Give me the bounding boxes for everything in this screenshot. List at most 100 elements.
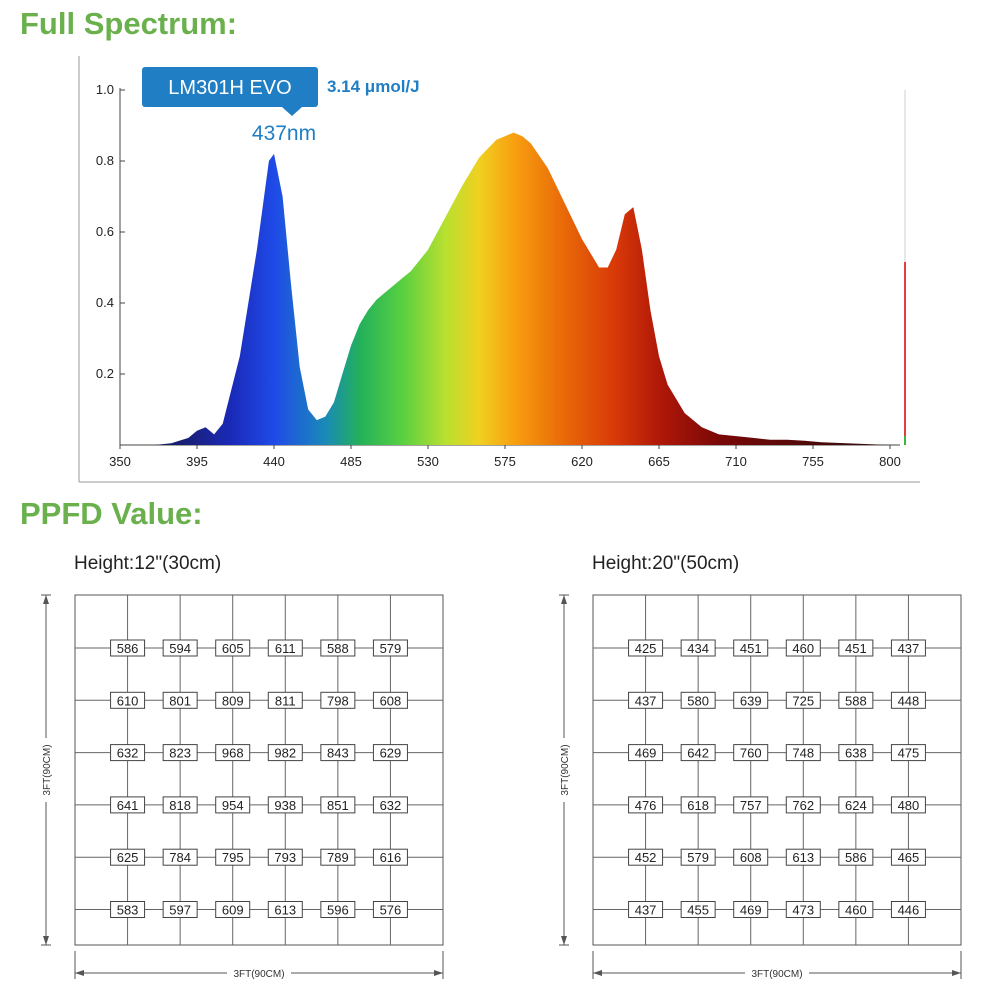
g50-value-box [628, 848, 664, 866]
g30-value-label: 629 [380, 746, 402, 761]
y-tick-label: 0.6 [96, 224, 114, 239]
g50-value-box [890, 901, 926, 918]
g50-value-label: 452 [635, 850, 657, 865]
g50-value-label: 748 [792, 746, 814, 761]
g30-value-label: 586 [117, 641, 139, 656]
g50-value-box [890, 796, 926, 814]
g30-value-box [162, 848, 198, 866]
g30-value-box [110, 639, 146, 657]
g50-value-label: 588 [845, 693, 867, 708]
g50-value-box [628, 744, 664, 762]
g30-dim-v-arrow-top [43, 595, 49, 604]
g50-value-label: 473 [792, 903, 814, 918]
y-tick-label: 0.8 [96, 153, 114, 168]
badge-box [142, 67, 318, 107]
g30-value-label: 611 [275, 641, 296, 656]
g30-value-label: 641 [117, 798, 139, 813]
g50-value-label: 469 [740, 903, 762, 918]
g30-value-label: 588 [327, 641, 349, 656]
g30-value-box [162, 639, 198, 657]
g50-dim-h-arrow-left [593, 970, 602, 976]
x-tick-label: 485 [340, 454, 362, 469]
g50-dim-v-arrow-bottom [561, 936, 567, 945]
g30-value-box [267, 744, 303, 762]
g50-value-box [733, 901, 769, 918]
g30-value-label: 616 [380, 850, 402, 865]
spectrum-chart: 0.2 0.4 0.6 0.8 1.0 350 395 440 485 530 575 620 665 7… [78, 56, 920, 483]
g50-value-label: 613 [792, 850, 814, 865]
g30-value-box [320, 848, 356, 866]
g30-value-label: 795 [222, 850, 244, 865]
g30-value-box [162, 901, 198, 918]
g50-value-label: 455 [687, 903, 709, 918]
g30-dim-h-label: 3FT(90CM) [233, 969, 284, 980]
g30-value-label: 789 [327, 850, 349, 865]
x-tick-label: 710 [725, 454, 747, 469]
g50-value-box [628, 639, 664, 657]
badge-pointer [282, 107, 302, 116]
g30-value-label: 938 [274, 798, 296, 813]
g50-value-box [785, 639, 821, 657]
g50-value-box [890, 691, 926, 709]
g50-value-box [680, 796, 716, 814]
g30-value-box [267, 848, 303, 866]
g50-value-label: 639 [740, 693, 762, 708]
g30-value-box [215, 639, 251, 657]
g50-value-box [785, 796, 821, 814]
g30-value-label: 968 [222, 746, 244, 761]
g50-value-label: 451 [740, 641, 762, 656]
g50-value-box [628, 691, 664, 709]
g50-value-label: 460 [792, 641, 814, 656]
g50-value-label: 608 [740, 850, 762, 865]
g50-value-box [838, 796, 874, 814]
g50-value-label: 437 [635, 903, 657, 918]
g30-value-box [267, 796, 303, 814]
g30-value-label: 596 [327, 903, 349, 918]
g50-value-label: 725 [792, 693, 814, 708]
y-tick-label: 0.2 [96, 366, 114, 381]
g30-value-box [372, 796, 408, 814]
g30-value-box [267, 901, 303, 918]
g30-value-box [162, 744, 198, 762]
g50-dim-h-label: 3FT(90CM) [751, 969, 802, 980]
g30-dim-v-arrow-bottom [43, 936, 49, 945]
g30-value-box [215, 691, 251, 709]
g50-value-label: 448 [898, 693, 920, 708]
y-tick-label: 1.0 [96, 82, 114, 97]
x-tick-label: 530 [417, 454, 439, 469]
g30-dim-h-arrow-right [434, 970, 443, 976]
g50-value-label: 760 [740, 746, 762, 761]
g30-grid-border [74, 594, 444, 946]
y-tick-label: 0.4 [96, 295, 114, 310]
g50-value-label: 579 [687, 850, 709, 865]
g50-value-label: 762 [792, 798, 814, 813]
g30-value-label: 954 [222, 798, 244, 813]
g50-value-label: 638 [845, 746, 867, 761]
g30-value-label: 608 [380, 693, 402, 708]
g30-value-box [110, 691, 146, 709]
g50-value-label: 642 [687, 746, 709, 761]
g50-value-label: 580 [687, 693, 709, 708]
spectrum-area [120, 132, 890, 445]
g50-value-label: 451 [845, 641, 867, 656]
g50-dim-h-label-bg [745, 967, 809, 979]
x-tick-label: 395 [186, 454, 208, 469]
g30-value-label: 610 [117, 693, 139, 708]
g30-value-box [215, 744, 251, 762]
g50-value-box [890, 744, 926, 762]
g30-value-label: 625 [117, 850, 139, 865]
g50-grid-border [592, 594, 962, 946]
g30-value-box [372, 848, 408, 866]
g50-value-box [733, 639, 769, 657]
g30-value-label: 843 [327, 746, 349, 761]
g50-dim-v-label: 3FT(90CM) [560, 744, 571, 795]
g50-value-label: 469 [635, 746, 657, 761]
g50-dim-v-label-bg [558, 738, 570, 802]
g30-value-box [162, 796, 198, 814]
g30-value-label: 632 [117, 746, 139, 761]
g30-value-box [110, 796, 146, 814]
g30-dim-h-label-bg [227, 967, 291, 979]
g30-value-box [320, 744, 356, 762]
g50-value-box [628, 901, 664, 918]
g50-value-box [733, 848, 769, 866]
